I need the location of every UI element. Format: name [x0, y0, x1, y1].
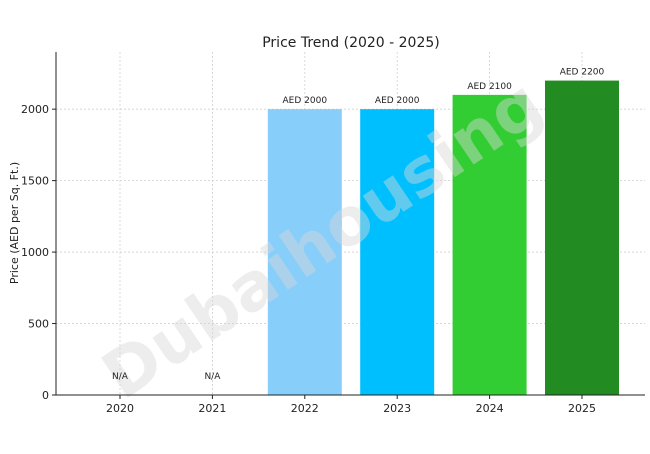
bar-2025	[545, 80, 619, 395]
x-tick-label-2021: 2021	[198, 402, 226, 415]
chart-title: Price Trend (2020 - 2025)	[262, 35, 440, 51]
x-tick-label-2025: 2025	[568, 402, 596, 415]
data-label-2023: AED 2000	[375, 96, 420, 106]
x-tick-label-2022: 2022	[291, 402, 319, 415]
x-tick-label-2020: 2020	[106, 402, 134, 415]
data-labels: N/A N/A AED 2000 AED 2000 AED 2100 AED 2200	[112, 68, 605, 382]
bar-2023	[360, 109, 435, 396]
data-label-2025: AED 2200	[560, 68, 605, 78]
data-label-2021: N/A	[204, 372, 221, 382]
bar-2022	[267, 109, 342, 396]
y-tick-label: 1500	[21, 175, 49, 188]
y-tick-label: 2000	[21, 103, 49, 116]
data-label-2020: N/A	[112, 372, 129, 382]
data-label-2022: AED 2000	[283, 96, 328, 106]
data-label-2024: AED 2100	[467, 82, 512, 92]
bar-2024	[452, 94, 527, 395]
y-tick-label: 0	[42, 389, 49, 402]
x-tick-label-2023: 2023	[383, 402, 411, 415]
y-tick-label: 1000	[21, 246, 49, 259]
y-tick-label: 500	[28, 318, 49, 331]
axes: 0 500 1000 1500 2000 2020 2021 2022 2023 2024 2025	[21, 52, 645, 415]
bars	[267, 80, 619, 396]
y-axis-label: Price (AED per Sq. Ft.)	[8, 162, 21, 284]
x-tick-label-2024: 2024	[476, 402, 504, 415]
